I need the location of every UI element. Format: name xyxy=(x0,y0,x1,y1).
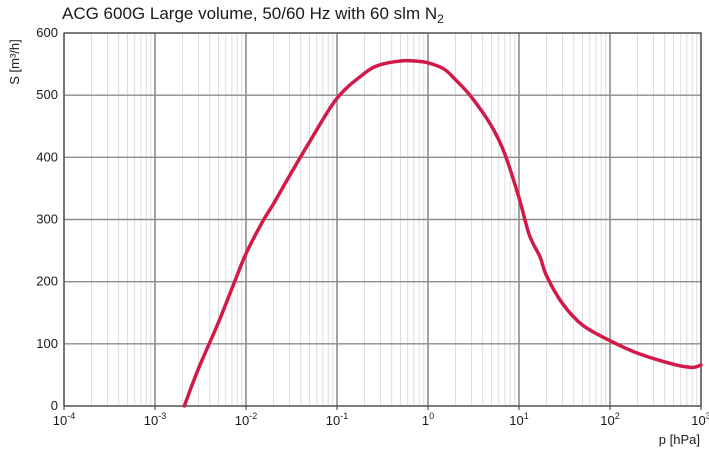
x-tick-label: 103 xyxy=(691,411,709,428)
series-line xyxy=(182,58,703,408)
y-tick-label: 600 xyxy=(36,25,58,40)
x-tick-base: 10 xyxy=(144,413,158,428)
x-tick-base: 10 xyxy=(691,413,705,428)
plot-frame xyxy=(63,32,702,407)
y-axis-label: S [m³/h] xyxy=(7,39,22,85)
x-tick-exponent: -4 xyxy=(67,411,75,421)
chart-title-subscript: 2 xyxy=(437,12,444,26)
grid xyxy=(63,32,702,407)
x-tick-exponent: 1 xyxy=(524,411,529,421)
x-tick-label: 10 xyxy=(422,411,434,428)
x-tick-base: 10 xyxy=(326,413,340,428)
y-tick-label: 400 xyxy=(36,149,58,164)
y-tick-label: 0 xyxy=(51,398,58,413)
x-tick-base: 10 xyxy=(600,413,614,428)
chart-title-main: ACG 600G Large volume, 50/60 Hz with 60 … xyxy=(62,4,437,23)
x-tick-base: 1 xyxy=(422,413,429,428)
x-tick-exponent: 3 xyxy=(706,411,709,421)
x-tick-base: 10 xyxy=(235,413,249,428)
x-tick-exponent: -3 xyxy=(158,411,166,421)
x-tick-exponent: 0 xyxy=(429,411,434,421)
x-tick-label: 101 xyxy=(509,411,528,428)
x-tick-label: 102 xyxy=(600,411,619,428)
x-axis-label: p [hPa] xyxy=(659,432,700,447)
series-layer xyxy=(182,58,703,408)
chart-title: ACG 600G Large volume, 50/60 Hz with 60 … xyxy=(62,4,444,26)
y-tick-label: 300 xyxy=(36,212,58,227)
x-tick-base: 10 xyxy=(509,413,523,428)
y-tick-label: 100 xyxy=(36,336,58,351)
x-tick-label: 10-3 xyxy=(144,411,166,428)
x-tick-label: 10-2 xyxy=(235,411,257,428)
y-tick-label: 200 xyxy=(36,274,58,289)
y-tick-label: 500 xyxy=(36,87,58,102)
x-tick-exponent: -2 xyxy=(249,411,257,421)
x-tick-base: 10 xyxy=(53,413,67,428)
x-tick-exponent: 2 xyxy=(615,411,620,421)
x-tick-exponent: -1 xyxy=(340,411,348,421)
x-tick-label: 10-1 xyxy=(326,411,348,428)
x-tick-label: 10-4 xyxy=(53,411,75,428)
